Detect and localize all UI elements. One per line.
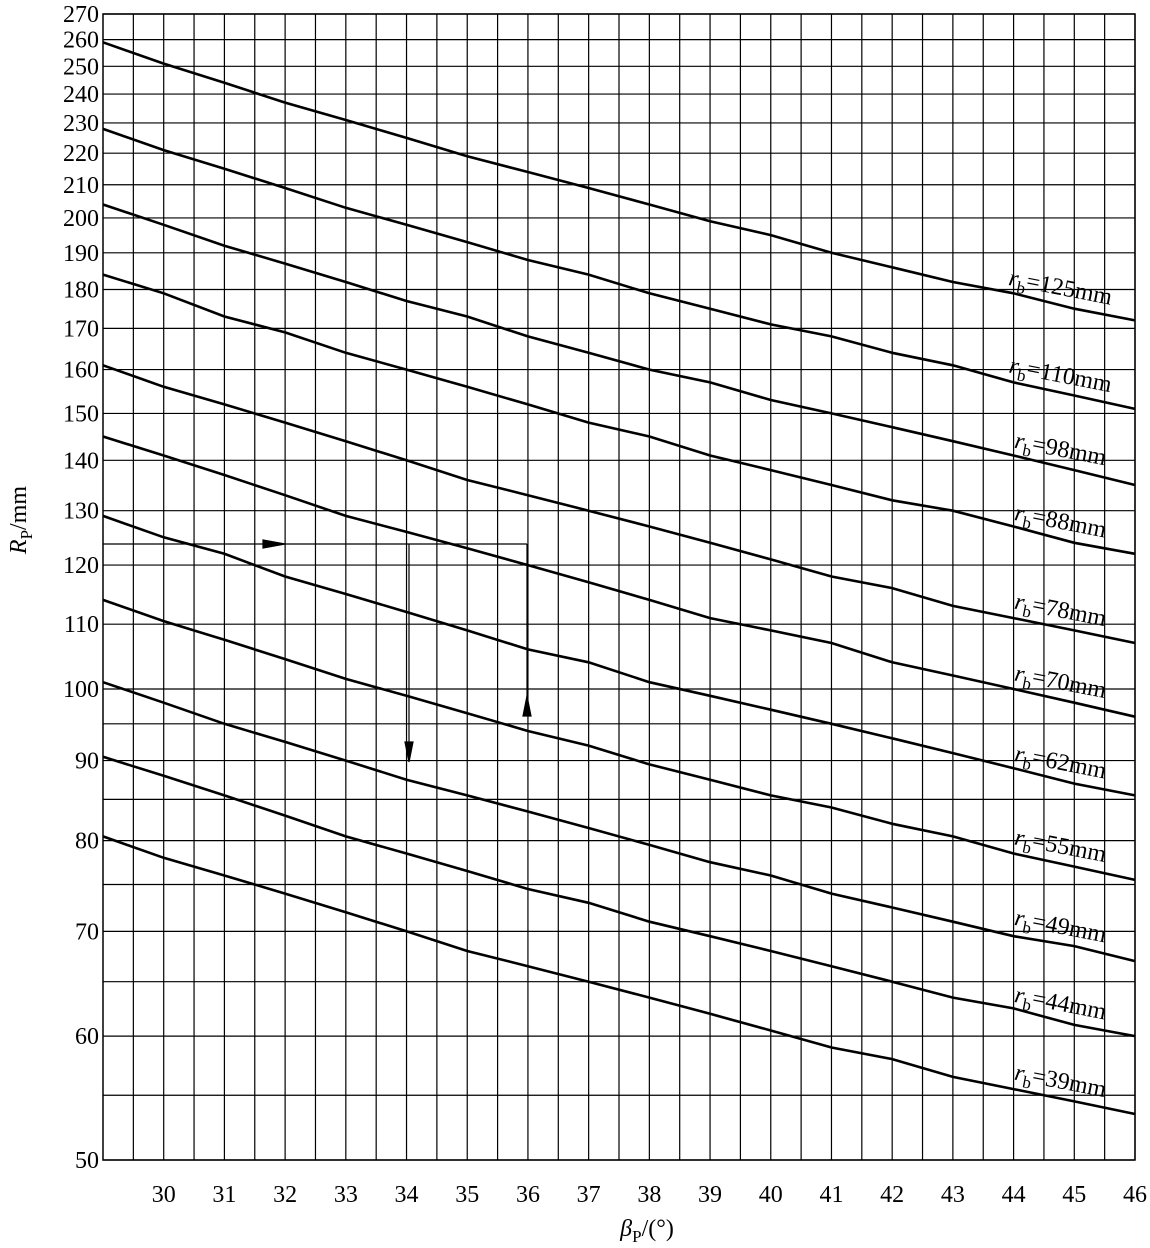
arrow [262,539,286,549]
series-line [102,835,1136,1116]
y-tick-label: 180 [63,278,99,304]
x-tick-label: 35 [455,1182,479,1208]
series-line [102,203,1136,487]
x-tick-label: 34 [395,1182,419,1208]
series-label: rb=39mm [1012,1060,1109,1107]
y-tick-label: 80 [75,829,99,855]
y-tick-label: 120 [63,553,99,579]
y-tick-label: 250 [63,54,99,80]
y-tick-label: 90 [75,749,99,775]
series-line [102,435,1136,718]
plot-frame [102,13,1136,1161]
y-tick-label: 110 [64,612,99,638]
y-tick-label: 230 [63,111,99,137]
x-tick-label: 39 [698,1182,722,1208]
y-tick-label: 130 [63,499,99,525]
y-tick-label: 260 [63,28,99,54]
x-tick-label: 42 [880,1182,904,1208]
series-line [102,364,1136,645]
y-tick-label: 70 [75,919,99,945]
series-label: rb=110mm [1006,353,1114,402]
series-label: rb=49mm [1012,905,1109,952]
x-tick-label: 33 [334,1182,358,1208]
x-tick-label: 46 [1123,1182,1147,1208]
x-tick-label: 38 [637,1182,661,1208]
series-line [102,127,1136,411]
x-axis-label: βP/(°) [619,1216,674,1246]
x-tick-label: 31 [212,1182,236,1208]
series-line [102,755,1136,1038]
x-tick-label: 40 [759,1182,783,1208]
x-tick-label: 41 [819,1182,843,1208]
x-tick-label: 43 [941,1182,965,1208]
x-tick-label: 36 [516,1182,540,1208]
y-tick-label: 100 [63,677,99,703]
x-tick-label: 30 [152,1182,176,1208]
y-tick-label: 170 [63,316,99,342]
series-label: rb=125mm [1006,265,1115,314]
x-tick-label: 32 [273,1182,297,1208]
y-tick-label: 270 [63,2,99,28]
y-tick-label: 150 [63,401,99,427]
y-tick-label: 240 [63,82,99,108]
series-line [102,514,1136,797]
series-label: rb=98mm [1012,428,1109,475]
x-tick-label: 44 [1002,1182,1026,1208]
y-axis-label: RP/mm [6,486,36,555]
series-line [102,598,1136,882]
series-label: rb=78mm [1012,589,1109,636]
y-tick-label: 190 [63,241,99,267]
y-tick-label: 50 [75,1148,99,1174]
series-label: rb=70mm [1012,661,1109,708]
x-tick-label: 37 [577,1182,601,1208]
arrow [522,695,532,717]
y-tick-label: 160 [63,358,99,384]
y-tick-label: 140 [63,448,99,474]
series-line [102,41,1136,322]
series-label: rb=55mm [1012,825,1109,872]
grid [103,13,1136,1161]
x-tick-label: 45 [1062,1182,1086,1208]
series-line [102,680,1136,963]
series-line [102,273,1136,556]
y-tick-label: 200 [63,206,99,232]
y-tick-label: 210 [63,173,99,199]
y-tick-label: 220 [63,141,99,167]
y-tick-label: 60 [75,1024,99,1050]
